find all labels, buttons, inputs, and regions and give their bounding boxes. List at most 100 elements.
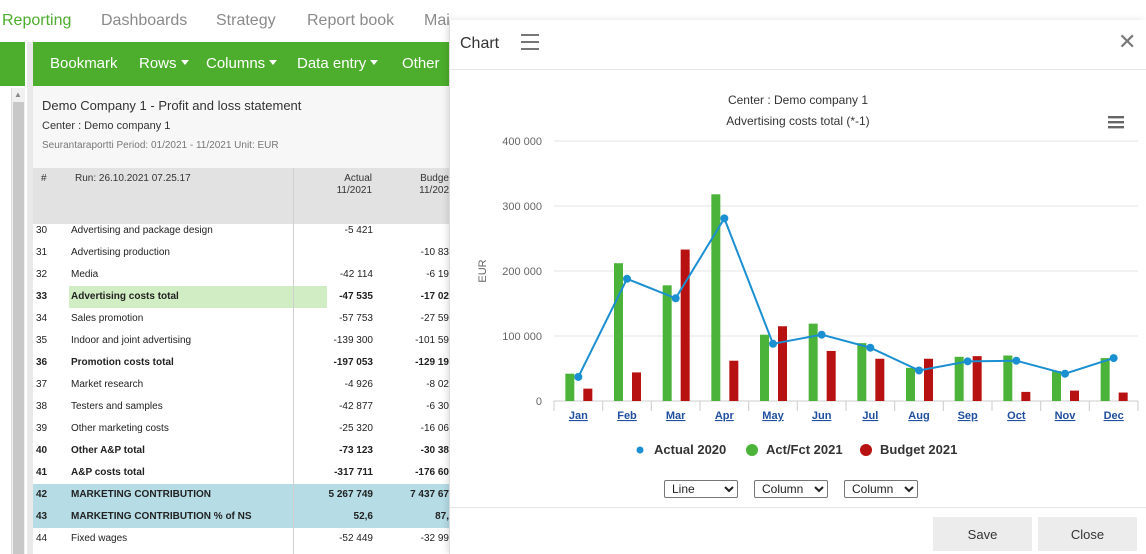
table-row[interactable]: 31 Advertising production -10 83 xyxy=(33,242,453,264)
other-menu[interactable]: Other xyxy=(402,55,440,72)
columns-menu[interactable]: Columns xyxy=(206,55,278,72)
row-label: Advertising and package design xyxy=(71,225,213,236)
table-row[interactable]: 37 Market research -4 926 -8 02 xyxy=(33,374,453,396)
bar-act-fct-2021 xyxy=(954,356,964,401)
row-label: MARKETING CONTRIBUTION % of NS xyxy=(71,511,252,522)
dialog-title: Chart xyxy=(460,35,500,52)
table-row[interactable]: 41 A&P costs total -317 711 -176 60 xyxy=(33,462,453,484)
close-button[interactable]: Close xyxy=(1038,517,1137,551)
table-row[interactable]: 38 Testers and samples -42 877 -6 30 xyxy=(33,396,453,418)
y-tick-label: 200 000 xyxy=(502,266,542,278)
point-actual-2020 xyxy=(1012,356,1021,365)
legend-marker xyxy=(746,444,758,456)
row-label: Other A&P total xyxy=(71,445,145,456)
col-budget-period: 11/202 xyxy=(419,185,449,196)
bar-act-fct-2021 xyxy=(614,263,623,401)
scrollbar-thumb[interactable] xyxy=(13,102,24,554)
bar-budget-2021 xyxy=(924,358,933,401)
bar-budget-2021 xyxy=(778,326,787,401)
row-actual-value: 5 267 749 xyxy=(328,489,374,500)
table-row[interactable]: 43 MARKETING CONTRIBUTION % of NS 52,6 87, xyxy=(33,506,453,528)
bar-act-fct-2021 xyxy=(1003,355,1013,401)
col-actual: Actual xyxy=(344,173,372,184)
table-row[interactable]: 44 Fixed wages -52 449 -32 99 xyxy=(33,528,453,550)
series-2-type-select[interactable]: Column xyxy=(754,480,828,498)
x-tick-label: May xyxy=(762,410,784,422)
bar-budget-2021 xyxy=(826,350,836,401)
row-number: 34 xyxy=(36,313,48,324)
row-budget-value: 87, xyxy=(435,511,449,522)
row-number: 35 xyxy=(36,335,48,346)
series-3-type-select[interactable]: Column xyxy=(844,480,918,498)
table-row[interactable]: 34 Sales promotion -57 753 -27 59 xyxy=(33,308,453,330)
bar-act-fct-2021 xyxy=(1100,358,1110,401)
legend-label: Actual 2020 xyxy=(654,442,726,457)
panel-divider[interactable] xyxy=(27,42,33,554)
table-row[interactable]: 33 Advertising costs total -47 535 -17 02 xyxy=(33,286,453,308)
row-budget-value: -6 30 xyxy=(426,401,449,412)
row-budget-value: -101 59 xyxy=(415,335,449,346)
point-actual-2020 xyxy=(623,274,631,283)
bar-act-fct-2021 xyxy=(1052,371,1061,401)
close-icon[interactable]: ✕ xyxy=(1118,29,1137,54)
series-line-actual-2020 xyxy=(577,216,1114,378)
table-row[interactable]: 30 Advertising and package design -5 421 xyxy=(33,220,453,242)
table-row[interactable]: 42 MARKETING CONTRIBUTION 5 267 749 7 437 6… xyxy=(33,484,453,506)
tab-strategy[interactable]: Strategy xyxy=(216,12,276,29)
table-row[interactable]: 35 Indoor and joint advertising -139 300 -1… xyxy=(33,330,453,352)
bar-act-fct-2021 xyxy=(857,343,867,401)
row-label: Indoor and joint advertising xyxy=(71,335,192,346)
rows-menu[interactable]: Rows xyxy=(139,55,189,72)
row-budget-value: -10 83 xyxy=(420,247,449,258)
table-row[interactable]: 40 Other A&P total -73 123 -30 38 xyxy=(33,440,453,462)
row-actual-value: -57 753 xyxy=(339,313,373,324)
y-tick-label: 0 xyxy=(536,396,542,408)
chevron-down-icon xyxy=(370,59,379,65)
bar-budget-2021 xyxy=(632,372,641,401)
col-actual-period: 11/2021 xyxy=(336,185,372,196)
row-number: 33 xyxy=(36,291,48,302)
row-budget-value: -17 02 xyxy=(420,291,449,302)
series-1-type-select[interactable]: Line xyxy=(664,480,738,498)
chevron-down-icon xyxy=(269,59,278,65)
tab-reporting[interactable]: Reporting xyxy=(2,12,72,29)
dialog-header: Chart ✕ xyxy=(450,20,1146,70)
table-row[interactable]: 32 Media -42 114 -6 19 xyxy=(33,264,453,286)
row-number: 31 xyxy=(36,247,48,258)
col-budget: Budge xyxy=(420,173,449,184)
bar-act-fct-2021 xyxy=(711,194,721,401)
x-tick-label: Jun xyxy=(812,410,832,422)
row-actual-value: -47 535 xyxy=(339,291,373,302)
bar-budget-2021 xyxy=(729,360,739,401)
row-number: 36 xyxy=(36,357,48,368)
row-actual-value: -73 123 xyxy=(339,445,373,456)
point-actual-2020 xyxy=(769,339,777,348)
save-button[interactable]: Save xyxy=(933,517,1032,551)
scroll-up-icon[interactable]: ▲ xyxy=(14,90,22,99)
bar-budget-2021 xyxy=(1070,390,1079,401)
row-number: 44 xyxy=(36,533,48,544)
point-actual-2020 xyxy=(866,343,875,352)
y-tick-label: 400 000 xyxy=(502,136,542,148)
tab-dashboards[interactable]: Dashboards xyxy=(101,12,188,29)
row-number: 39 xyxy=(36,423,48,434)
row-label: Advertising production xyxy=(71,247,170,258)
bookmark-button[interactable]: Bookmark xyxy=(50,55,118,72)
tab-main[interactable]: Mai xyxy=(424,12,450,29)
table-row[interactable]: 36 Promotion costs total -197 053 -129 19 xyxy=(33,352,453,374)
left-scrollbar[interactable]: ▲ xyxy=(11,88,25,554)
x-tick-label: Jul xyxy=(862,410,878,422)
table-row[interactable]: 39 Other marketing costs -25 320 -16 06 xyxy=(33,418,453,440)
point-actual-2020 xyxy=(720,214,729,223)
bar-budget-2021 xyxy=(972,356,982,401)
hamburger-icon[interactable] xyxy=(521,34,539,52)
row-label: MARKETING CONTRIBUTION xyxy=(71,489,211,500)
bar-act-fct-2021 xyxy=(808,323,818,401)
row-actual-value: -317 711 xyxy=(334,467,373,478)
tab-report-book[interactable]: Report book xyxy=(307,12,395,29)
data-entry-menu[interactable]: Data entry xyxy=(297,55,379,72)
row-label: A&P costs total xyxy=(71,467,145,478)
x-tick-label: Sep xyxy=(958,410,978,422)
bar-budget-2021 xyxy=(1118,392,1128,401)
